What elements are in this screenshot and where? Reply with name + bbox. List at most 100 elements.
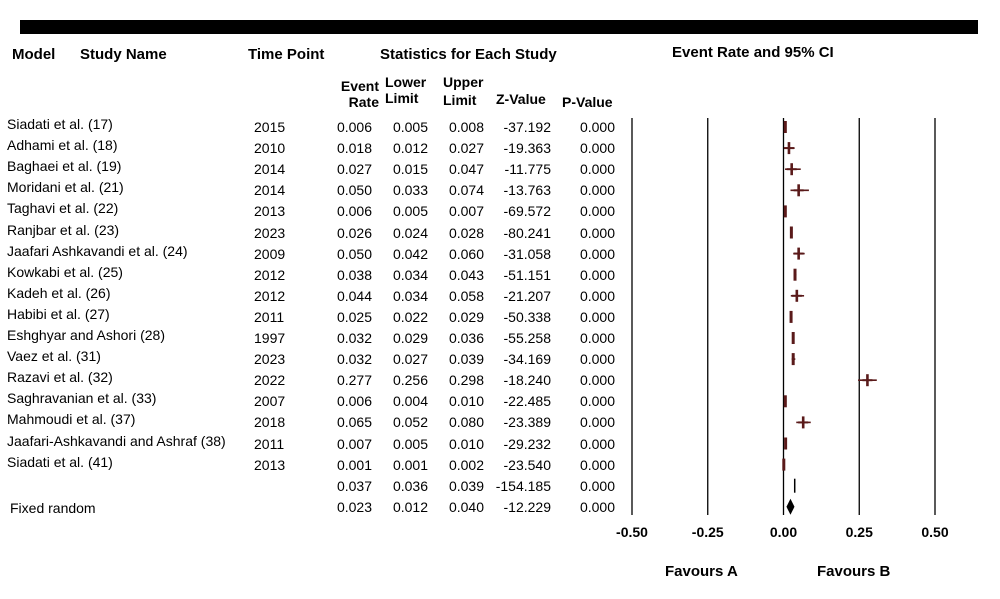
point-estimate: [793, 268, 797, 281]
z-value: -12.229: [503, 498, 551, 515]
p-value: 0.000: [579, 266, 615, 283]
z-value: -55.258: [503, 330, 551, 346]
x-tick-label: 0.25: [845, 524, 873, 540]
event-rate: 0.050: [336, 182, 372, 199]
lower-limit: 0.024: [392, 224, 428, 241]
study-name: Razavi et al. (32): [7, 369, 113, 386]
p-value: 0.000: [579, 414, 615, 431]
z-value: -19.363: [503, 140, 551, 157]
x-tick-label: -0.25: [691, 524, 724, 540]
p-value: 0.000: [579, 393, 615, 410]
z-value: -50.338: [503, 308, 551, 325]
x-tick-label: 0.00: [769, 524, 798, 540]
lower-limit: 0.042: [392, 245, 428, 262]
lower-limit: 0.005: [392, 435, 428, 452]
p-value: 0.000: [579, 224, 615, 241]
upper-limit: 0.039: [448, 351, 484, 368]
time-point: 2023: [254, 351, 286, 368]
favours-a-label: Favours A: [665, 563, 738, 580]
point-estimate: [791, 353, 795, 366]
z-value: -21.207: [503, 287, 551, 304]
z-value: -34.169: [503, 351, 551, 368]
x-tick-label: -0.50: [616, 524, 648, 540]
study-name: Vaez et al. (31): [7, 348, 101, 365]
time-point: 2014: [254, 182, 286, 199]
upper-limit: 0.002: [448, 456, 484, 473]
lower-limit: 0.027: [392, 351, 428, 368]
time-point: 2010: [254, 140, 286, 157]
p-value: 0.000: [579, 203, 615, 220]
p-value: 0.000: [579, 330, 615, 346]
header-model: Model: [12, 46, 56, 63]
p-value: 0.000: [579, 119, 615, 135]
p-value: 0.000: [579, 161, 615, 178]
p-value: 0.000: [579, 456, 615, 473]
event-rate: 0.032: [336, 351, 372, 368]
lower-limit: 0.256: [392, 372, 428, 389]
header-lower-limit: Lower Limit: [385, 74, 427, 106]
p-value: 0.000: [579, 308, 615, 325]
z-value: -29.232: [503, 435, 551, 452]
time-point: 1997: [254, 330, 286, 346]
z-value: -154.185: [495, 477, 551, 494]
lower-limit: 0.015: [392, 161, 428, 178]
upper-limit: 0.028: [448, 224, 484, 241]
time-point: 2012: [254, 266, 286, 283]
event-rate: 0.032: [336, 330, 372, 346]
upper-limit: 0.080: [448, 414, 484, 431]
lower-limit: 0.005: [392, 203, 428, 220]
z-value: -23.389: [503, 414, 551, 431]
study-name: Ranjbar et al. (23): [7, 221, 120, 238]
z-value: -37.192: [503, 119, 551, 135]
p-value: 0.000: [579, 140, 615, 157]
time-point: 2022: [254, 372, 286, 389]
study-name: Siadati et al. (17): [7, 116, 113, 132]
header-study-name: Study Name: [80, 46, 167, 63]
study-name: Jaafari Ashkavandi et al. (24): [7, 242, 188, 259]
time-point: 2009: [254, 245, 286, 262]
model-label: Fixed random: [10, 499, 96, 516]
header-time-point: Time Point: [248, 46, 325, 63]
z-value: -11.775: [504, 161, 551, 178]
event-rate: 0.006: [336, 393, 372, 410]
favours-b-label: Favours B: [817, 563, 891, 580]
upper-limit: 0.007: [448, 203, 484, 220]
event-rate: 0.007: [336, 435, 372, 452]
upper-limit: 0.043: [448, 266, 484, 283]
z-value: -13.763: [503, 182, 551, 199]
z-value: -22.485: [503, 393, 551, 410]
upper-limit: 0.040: [448, 498, 484, 515]
event-rate: 0.023: [336, 498, 372, 515]
upper-limit: 0.058: [448, 287, 484, 304]
point-estimate: [782, 458, 786, 471]
top-rule: [20, 20, 978, 34]
study-name: Moridani et al. (21): [7, 179, 124, 196]
lower-limit: 0.004: [392, 393, 428, 410]
study-name: Habibi et al. (27): [7, 305, 110, 322]
point-estimate: [783, 205, 787, 218]
p-value: 0.000: [579, 287, 615, 304]
study-name: Mahmoudi et al. (37): [7, 411, 136, 428]
pooled-diamond: [786, 498, 795, 515]
time-point: 2007: [254, 393, 286, 410]
z-value: -69.572: [503, 203, 551, 220]
event-rate: 0.027: [336, 161, 372, 178]
header-upper-limit: Upper Limit: [443, 74, 484, 108]
z-value: -80.241: [503, 224, 551, 241]
event-rate: 0.044: [336, 287, 372, 304]
upper-limit: 0.029: [448, 308, 484, 325]
time-point: 2015: [254, 119, 286, 135]
time-point: 2012: [254, 287, 286, 304]
lower-limit: 0.012: [392, 140, 428, 157]
study-name: Saghravanian et al. (33): [7, 390, 157, 407]
upper-limit: 0.060: [448, 245, 484, 262]
lower-limit: 0.012: [392, 498, 428, 515]
point-estimate: [791, 332, 795, 344]
event-rate: 0.018: [336, 140, 372, 157]
lower-limit: 0.022: [392, 308, 428, 325]
time-point: 2013: [254, 456, 286, 473]
time-point: 2014: [254, 161, 286, 178]
z-value: -31.058: [503, 245, 551, 262]
p-value: 0.000: [579, 435, 615, 452]
event-rate: 0.037: [336, 477, 372, 494]
